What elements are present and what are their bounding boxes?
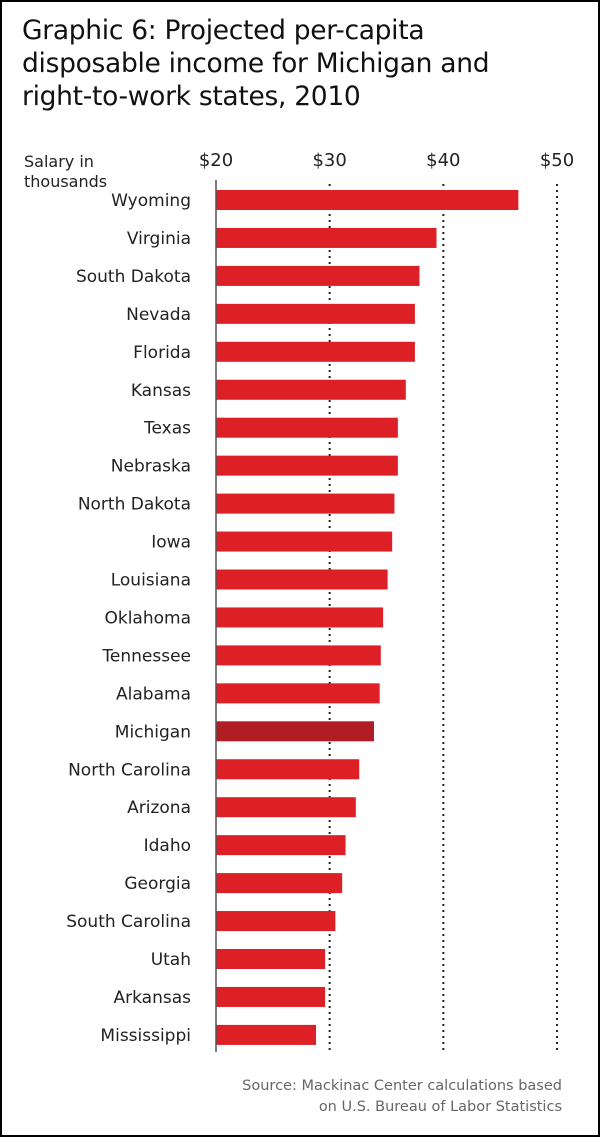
x-tick-label: $30 [312, 150, 346, 171]
category-label: Idaho [144, 836, 191, 856]
bar [216, 190, 519, 210]
bar [216, 379, 406, 400]
category-label: Georgia [124, 874, 191, 894]
source-line: Source: Mackinac Center calculations bas… [242, 1078, 562, 1094]
title-line: disposable income for Michigan and [22, 48, 490, 79]
x-tick-label: $40 [426, 150, 460, 171]
category-label: Michigan [115, 722, 191, 742]
bar [216, 493, 395, 514]
chart-title: Graphic 6: Projected per-capita disposab… [22, 14, 582, 113]
category-label: South Dakota [76, 267, 191, 287]
bar [216, 303, 415, 324]
bar [216, 797, 356, 818]
bar [216, 607, 384, 628]
bar [216, 227, 437, 248]
category-label: North Dakota [78, 495, 191, 515]
category-label: Arkansas [114, 988, 192, 1008]
bar [216, 986, 326, 1007]
category-label: North Carolina [68, 760, 191, 780]
category-label: Florida [133, 343, 191, 363]
bar [216, 455, 398, 476]
bar [216, 1024, 317, 1045]
category-label: Louisiana [111, 571, 191, 591]
bar [216, 949, 326, 969]
bar [216, 759, 360, 780]
bar [216, 721, 374, 742]
title-line: right-to-work states, 2010 [22, 81, 361, 112]
category-label: Nebraska [111, 457, 191, 477]
x-tick-label: $20 [199, 150, 233, 171]
category-label: Oklahoma [104, 608, 191, 628]
axis-label-line: Salary in [24, 152, 94, 171]
category-label: Arizona [127, 798, 191, 818]
category-label: Mississippi [100, 1026, 191, 1046]
category-label: Alabama [116, 684, 191, 704]
category-label: Iowa [151, 533, 191, 553]
axis-label: Salary in thousands [24, 152, 107, 192]
category-label: Virginia [127, 229, 191, 249]
category-label: South Carolina [66, 912, 191, 932]
category-label: Utah [151, 950, 191, 970]
bar [216, 683, 380, 704]
source-note: Source: Mackinac Center calculations bas… [242, 1076, 562, 1118]
bar [216, 873, 343, 894]
bar [216, 569, 388, 590]
bar [216, 835, 346, 856]
bar [216, 531, 393, 552]
source-line: on U.S. Bureau of Labor Statistics [318, 1099, 562, 1115]
category-label: Kansas [131, 381, 191, 401]
bar [216, 417, 398, 438]
category-label: Texas [143, 419, 191, 439]
bar [216, 341, 415, 362]
axis-label-line: thousands [24, 172, 108, 191]
x-tick-label: $50 [540, 150, 574, 171]
category-label: Tennessee [101, 646, 191, 666]
title-line: Graphic 6: Projected per-capita [22, 15, 425, 46]
category-label: Nevada [126, 305, 191, 325]
bar [216, 645, 381, 666]
bar [216, 911, 336, 932]
bar [216, 265, 420, 286]
category-label: Wyoming [111, 191, 191, 211]
